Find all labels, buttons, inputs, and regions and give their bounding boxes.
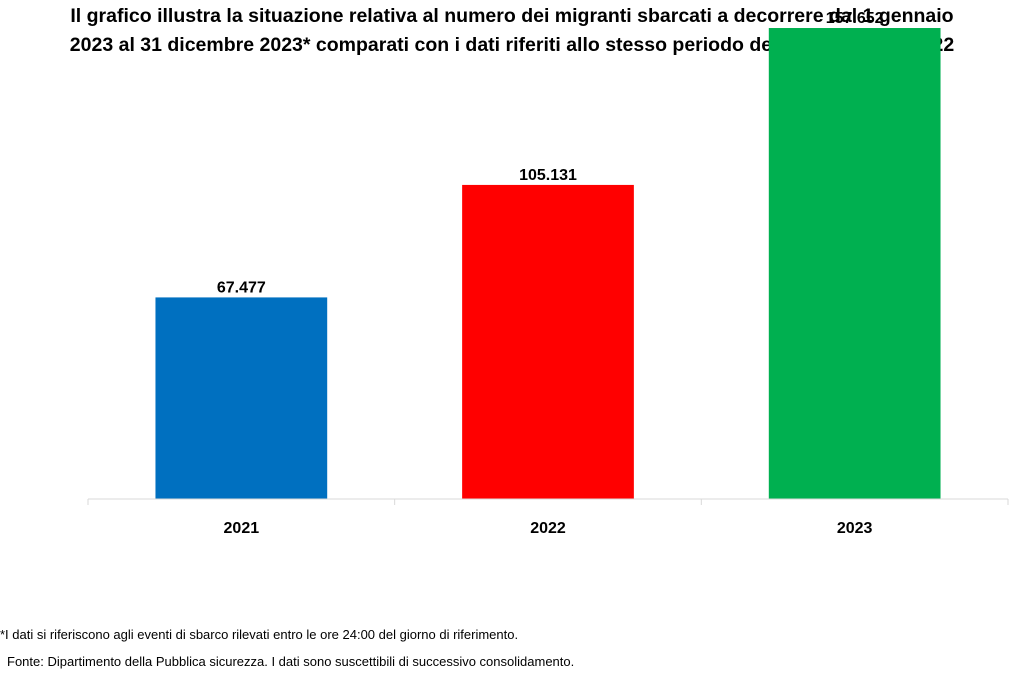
labels-layer: 67.477 2021 105.131 2022 157.652 2023 [217, 10, 884, 537]
x-axis-ticks [87, 499, 1009, 505]
category-label-2022: 2022 [530, 520, 566, 537]
data-label-2021: 67.477 [217, 279, 266, 296]
footnote: *I dati si riferiscono agli eventi di sb… [0, 627, 519, 642]
data-label-2022: 105.131 [519, 167, 577, 184]
bar-2021 [155, 297, 328, 499]
source-note: Fonte: Dipartimento della Pubblica sicur… [7, 654, 575, 669]
bars-layer [155, 28, 941, 500]
chart-title: Il grafico illustra la situazione relati… [69, 5, 955, 56]
bar-2023 [768, 28, 941, 500]
category-label-2021: 2021 [224, 520, 260, 537]
bar-chart: 67.477 2021 105.131 2022 157.652 2023 [87, 10, 1009, 537]
category-label-2023: 2023 [837, 520, 873, 537]
data-label-2023: 157.652 [826, 10, 884, 27]
bar-2022 [462, 184, 634, 499]
